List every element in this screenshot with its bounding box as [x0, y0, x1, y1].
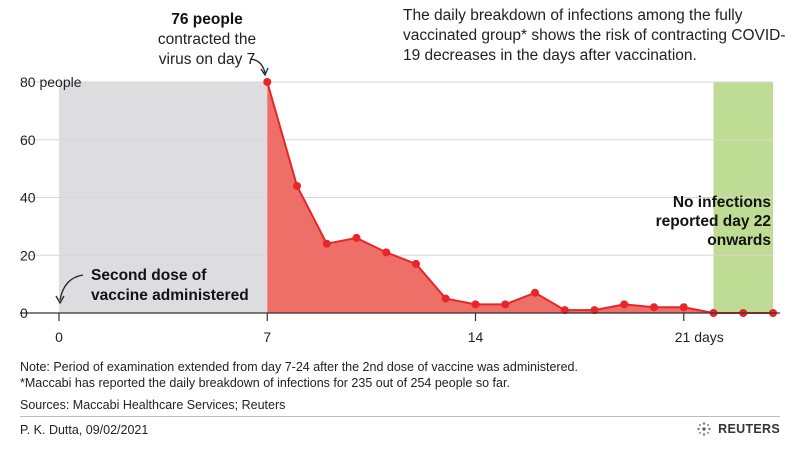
note-period: Note: Period of examination extended fro…: [20, 360, 578, 374]
peak-annotation-arrowhead: [260, 67, 269, 77]
peak-annotation-line1: contracted the: [158, 31, 256, 48]
tick-labels: 0 7 14 21 days 0 20 40 60 80 people: [20, 74, 724, 345]
x-tick-label-21: 21 days: [675, 329, 724, 345]
peak-annotation-bold: 76 people: [171, 11, 243, 28]
dose-annotation-arrowhead: [55, 295, 65, 305]
x-tick-label-14: 14: [468, 329, 484, 345]
data-point-day-15: [501, 300, 510, 309]
peak-annotation: 76 people contracted the virus on day 7: [158, 11, 269, 77]
data-point-day-7: [263, 78, 272, 86]
y-tick-label-20: 20: [20, 247, 36, 263]
no-infections-line1: No infections: [673, 194, 771, 211]
data-point-day-14: [471, 300, 480, 309]
reuters-logo[interactable]: REUTERS: [695, 420, 780, 438]
area-fill: [267, 82, 773, 313]
series-area: [267, 82, 773, 313]
axes: [20, 312, 780, 321]
dose-annotation-arrow: [59, 274, 84, 301]
reuters-logo-text: REUTERS: [718, 422, 780, 436]
x-tick-label-7: 7: [263, 329, 271, 345]
y-tick-label-0: 0: [20, 305, 28, 321]
byline: P. K. Dutta, 09/02/2021: [20, 423, 149, 437]
no-infections-line3: onwards: [707, 232, 771, 249]
no-infections-line2: reported day 22: [656, 213, 771, 230]
dose-annotation-line2: vaccine administered: [91, 287, 249, 304]
dose-annotation: Second dose of vaccine administered: [55, 267, 249, 305]
data-points: [263, 78, 777, 317]
gridlines: [20, 81, 773, 256]
data-point-day-9: [322, 239, 331, 248]
data-point-day-16: [531, 288, 539, 297]
x-tick-label-0: 0: [55, 329, 63, 345]
dose-annotation-line1: Second dose of: [91, 267, 207, 284]
no-infections-annotation: No infections reported day 22 onwards: [656, 194, 771, 249]
data-point-day-18: [590, 306, 599, 315]
data-point-day-8: [293, 181, 301, 190]
series-polyline: [266, 81, 773, 314]
footer-divider: [20, 416, 780, 417]
data-point-day-17: [560, 306, 569, 315]
data-point-day-20: [650, 303, 658, 312]
y-tick-label-60: 60: [20, 132, 36, 148]
data-point-day-21: [679, 303, 688, 312]
data-point-day-19: [620, 300, 629, 309]
data-point-day-12: [412, 259, 420, 268]
reuters-logo-icon: [697, 422, 711, 436]
peak-annotation-line2: virus on day 7: [159, 51, 256, 68]
sources: Sources: Maccabi Healthcare Services; Re…: [20, 398, 286, 412]
data-point-day-10: [352, 233, 361, 242]
series-line: [266, 81, 773, 314]
note-maccabi: *Maccabi has reported the daily breakdow…: [20, 376, 510, 390]
data-point-day-13: [441, 294, 450, 303]
chart-description: The daily breakdown of infections among …: [403, 7, 786, 64]
y-tick-label-80: 80 people: [20, 74, 82, 90]
peak-annotation-arrow: [249, 58, 266, 74]
data-point-day-11: [382, 248, 391, 257]
y-tick-label-40: 40: [20, 190, 36, 206]
